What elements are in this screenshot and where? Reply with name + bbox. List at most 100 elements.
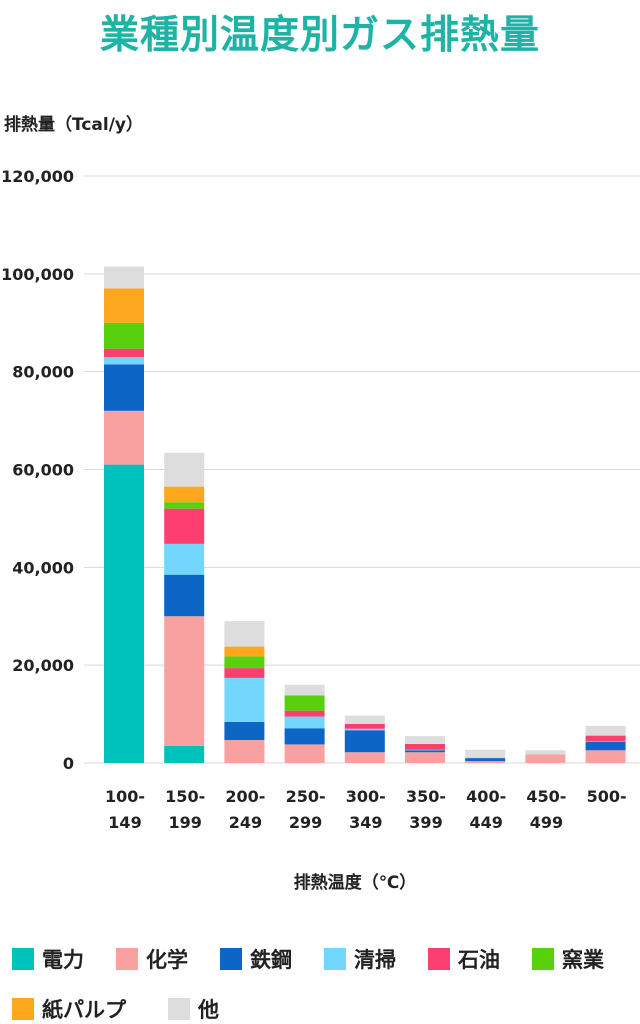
bar-segment: [164, 453, 204, 487]
legend-label: 窯業: [562, 944, 604, 974]
bar-segment: [285, 711, 325, 717]
legend-item-pulp: 紙パルプ: [12, 994, 168, 1024]
bar-segment: [224, 656, 264, 668]
bar-segment: [104, 323, 144, 349]
bar-segment: [465, 750, 505, 758]
legend-label: 紙パルプ: [42, 994, 126, 1024]
legend-swatch: [428, 948, 450, 970]
bar-segment: [586, 726, 626, 736]
legend-label: 石油: [458, 944, 500, 974]
bar-segment: [405, 736, 445, 744]
y-tick-label: 120,000: [1, 167, 74, 186]
bar-segment: [586, 736, 626, 742]
x-tick-label: 350-: [406, 787, 446, 806]
legend-swatch: [12, 948, 34, 970]
legend-swatch: [532, 948, 554, 970]
x-tick-label: 299: [289, 813, 322, 832]
bar-segment: [405, 750, 445, 752]
x-tick-label: 149: [108, 813, 141, 832]
bar-segment: [164, 487, 204, 503]
y-tick-label: 100,000: [1, 265, 74, 284]
bar-segment: [405, 752, 445, 763]
bar-segment: [164, 746, 204, 763]
chart-plot-area: 020,00040,00060,00080,000100,000120,000 …: [0, 150, 640, 850]
legend-label: 電力: [42, 944, 84, 974]
legend-swatch: [116, 948, 138, 970]
bar-segment: [104, 465, 144, 763]
legend-item-other: 他: [168, 994, 272, 1024]
bar-segment: [285, 685, 325, 696]
bar-segment: [224, 740, 264, 763]
x-tick-label: 200-: [225, 787, 265, 806]
bar-segment: [224, 621, 264, 646]
x-tick-label: 400-: [466, 787, 506, 806]
bar-segment: [285, 695, 325, 710]
legend-swatch: [168, 998, 190, 1020]
bar-segment: [104, 289, 144, 323]
bar-segment: [285, 728, 325, 744]
x-tick-label: 249: [229, 813, 262, 832]
legend-item-chemical: 化学: [116, 944, 220, 974]
legend-label: 他: [198, 994, 219, 1024]
y-tick-label: 40,000: [12, 558, 74, 577]
x-tick-label: 250-: [286, 787, 326, 806]
bar-segment: [345, 752, 385, 763]
y-tick-label: 80,000: [12, 363, 74, 382]
legend-swatch: [324, 948, 346, 970]
legend-item-cleaning: 清掃: [324, 944, 428, 974]
legend-item-electric: 電力: [12, 944, 116, 974]
bar-segment: [345, 729, 385, 730]
x-tick-label: 150-: [165, 787, 205, 806]
bar-segment: [586, 750, 626, 763]
bar-segment: [525, 750, 565, 754]
legend-swatch: [12, 998, 34, 1020]
bar-segment: [224, 722, 264, 740]
bar-segment: [104, 357, 144, 364]
x-tick-label: 499: [530, 813, 563, 832]
chart-title: 業種別温度別ガス排熱量: [0, 4, 640, 60]
bar-segment: [345, 716, 385, 724]
bar-segment: [224, 678, 264, 722]
legend-swatch: [220, 948, 242, 970]
y-tick-label: 60,000: [12, 461, 74, 480]
bar-segment: [164, 502, 204, 508]
bar-segment: [224, 668, 264, 678]
x-tick-label: 100-: [105, 787, 145, 806]
bar-segment: [405, 744, 445, 750]
bar-segment: [345, 730, 385, 752]
bar-segment: [465, 758, 505, 761]
bar-segment: [224, 647, 264, 657]
bar-segment: [104, 411, 144, 465]
x-tick-label: 449: [469, 813, 502, 832]
legend-label: 鉄鋼: [250, 944, 292, 974]
bar-segment: [465, 761, 505, 763]
chart-legend: 電力 化学 鉄鋼 清掃 石油 窯業 紙パルプ 他: [12, 944, 637, 1024]
x-tick-label: 450-: [526, 787, 566, 806]
legend-item-petroleum: 石油: [428, 944, 532, 974]
bar-segment: [285, 717, 325, 729]
legend-label: 清掃: [354, 944, 396, 974]
bar-segment: [164, 509, 204, 544]
bar-segment: [104, 364, 144, 410]
y-axis-label: 排熱量（Tcal/y）: [4, 110, 143, 135]
legend-label: 化学: [146, 944, 188, 974]
x-tick-label: 349: [349, 813, 382, 832]
bar-segment: [164, 616, 204, 746]
y-tick-label: 20,000: [12, 656, 74, 675]
bar-segment: [104, 349, 144, 357]
x-tick-label: 199: [168, 813, 201, 832]
y-tick-label: 0: [63, 754, 74, 773]
bar-segment: [586, 742, 626, 750]
x-axis-label: 排熱温度（℃）: [230, 868, 480, 893]
x-tick-label: 300-: [346, 787, 386, 806]
bar-segment: [164, 544, 204, 575]
bar-segment: [345, 724, 385, 729]
x-tick-label: 399: [409, 813, 442, 832]
bar-segment: [525, 754, 565, 763]
legend-item-steel: 鉄鋼: [220, 944, 324, 974]
bar-segment: [164, 575, 204, 617]
bar-segment: [285, 744, 325, 763]
x-tick-label: 500-: [587, 787, 627, 806]
bar-segment: [104, 266, 144, 288]
legend-item-ceramics: 窯業: [532, 944, 636, 974]
